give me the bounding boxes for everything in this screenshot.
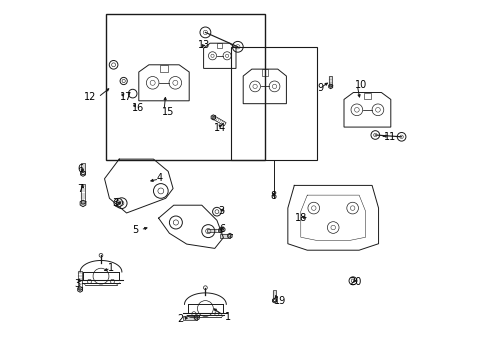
Text: 10: 10 bbox=[355, 80, 367, 90]
Text: 6: 6 bbox=[77, 164, 83, 174]
Bar bbox=[262, 69, 268, 76]
Text: 7: 7 bbox=[77, 184, 83, 194]
Text: 4: 4 bbox=[157, 173, 163, 183]
Text: 3: 3 bbox=[113, 198, 119, 208]
Bar bbox=[218, 43, 222, 48]
Text: 19: 19 bbox=[274, 296, 286, 306]
Text: 12: 12 bbox=[84, 92, 97, 102]
Text: 5: 5 bbox=[133, 225, 139, 235]
Text: 14: 14 bbox=[215, 123, 227, 133]
Text: 18: 18 bbox=[295, 213, 308, 223]
Text: 1: 1 bbox=[225, 312, 231, 322]
Bar bbox=[106, 14, 265, 160]
Text: 11: 11 bbox=[384, 132, 396, 142]
Bar bbox=[231, 47, 317, 160]
Text: 8: 8 bbox=[270, 191, 276, 201]
Bar bbox=[160, 65, 168, 72]
Text: 16: 16 bbox=[132, 103, 144, 113]
Text: 20: 20 bbox=[349, 276, 362, 287]
Text: 3: 3 bbox=[218, 206, 224, 216]
Text: 15: 15 bbox=[162, 107, 174, 117]
Bar bbox=[364, 93, 371, 99]
Text: 3: 3 bbox=[74, 279, 80, 289]
Text: 2: 2 bbox=[177, 314, 184, 324]
Text: 13: 13 bbox=[198, 40, 210, 50]
Text: 9: 9 bbox=[317, 83, 323, 93]
Text: 1: 1 bbox=[107, 263, 114, 273]
Text: 17: 17 bbox=[120, 92, 132, 102]
Text: 6: 6 bbox=[220, 224, 226, 234]
